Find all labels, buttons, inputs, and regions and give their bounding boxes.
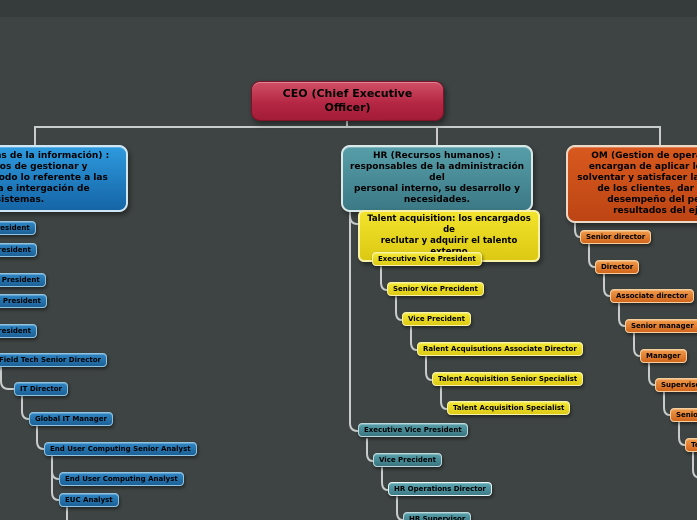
node-hr-executive-vice-president[interactable]: Executive Vice President — [358, 423, 468, 437]
node-om-team-leader[interactable]: Team leader — [685, 438, 697, 452]
node-ta-senior-specialist[interactable]: Talent Acquisition Senior Specialist — [432, 372, 584, 386]
node-om-senior-manager[interactable]: Senior manager — [625, 319, 697, 333]
node-ta-specialist[interactable]: Talent Acquisition Specialist — [447, 401, 571, 415]
node-field-tech-senior-director[interactable]: Field Tech Senior Director — [0, 353, 107, 367]
node-it-senior-vice-president-1[interactable]: Senior Vice President — [0, 243, 37, 257]
node-om-manager[interactable]: Manager — [640, 349, 687, 363]
node-om-director[interactable]: Director — [595, 260, 640, 274]
node-ta-associate-director[interactable]: Ralent Acquisutions Associate Director — [417, 342, 583, 356]
node-ta-senior-vice-precident[interactable]: Senior Vice Precident — [387, 282, 484, 296]
node-global-it-manager[interactable]: Global IT Manager — [29, 412, 113, 426]
node-hr-branch[interactable]: HR (Recursos humanos) : responsables de … — [341, 145, 533, 212]
node-it-director[interactable]: IT Director — [14, 382, 68, 396]
top-bar — [0, 0, 697, 17]
node-it-senior-vice-president-2[interactable]: Senior Vice President — [0, 294, 47, 308]
node-end-user-computing-senior-analyst[interactable]: End User Computing Senior Analyst — [44, 442, 197, 456]
node-hr-vice-precident[interactable]: Vice Precident — [373, 453, 442, 467]
node-om-associate-director[interactable]: Associate director — [610, 289, 694, 303]
node-end-user-computing-analyst[interactable]: End User Computing Analyst — [59, 472, 184, 486]
node-om-senior-director[interactable]: Senior director — [580, 230, 652, 244]
node-om-supervisor[interactable]: Supervisor — [655, 378, 697, 392]
node-om-branch[interactable]: OM (Gestion de operaciones): se encargan… — [566, 145, 697, 223]
node-hr-supervisor[interactable]: HR Supervisor — [403, 512, 472, 520]
node-it-vice-president[interactable]: Vice President — [0, 324, 38, 338]
node-euc-analyst[interactable]: EUC Analyst — [59, 493, 119, 507]
node-it-branch[interactable]: IT (Tecnologías de la información) : enc… — [0, 145, 128, 212]
node-om-senior-supervisor[interactable]: Senior supervisor — [670, 408, 697, 422]
node-ceo[interactable]: CEO (Chief Executive Officer) — [251, 81, 444, 121]
node-it-executive-vice-president-1[interactable]: Executive Vice President — [0, 221, 36, 235]
node-it-executive-vice-president-2[interactable]: Executive Vice President — [0, 273, 46, 287]
node-ta-vice-precident[interactable]: Vice Precident — [402, 312, 471, 326]
node-ta-executive-vice-president[interactable]: Executive Vice President — [372, 252, 482, 266]
node-hr-operations-director[interactable]: HR Operations Director — [388, 482, 492, 496]
